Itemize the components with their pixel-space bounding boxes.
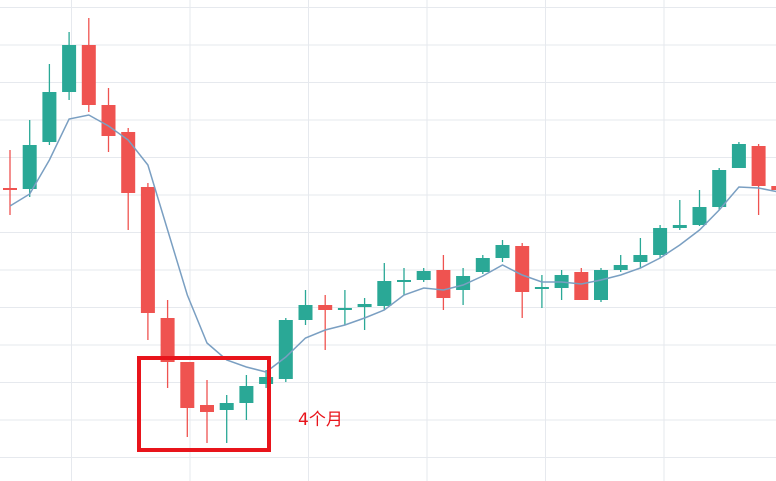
candle-body xyxy=(318,305,333,310)
moving-average-line xyxy=(9,114,776,373)
candle-body xyxy=(259,377,274,384)
candle-body xyxy=(140,187,155,313)
candle-body xyxy=(239,386,254,403)
candle-body xyxy=(751,146,766,186)
candle-body xyxy=(771,186,776,190)
candle-body xyxy=(574,272,589,300)
candle-body xyxy=(475,258,490,272)
candle-body xyxy=(160,318,175,362)
highlight-box xyxy=(137,356,271,452)
candle-body xyxy=(3,188,17,190)
candle-body xyxy=(42,92,57,142)
candle-body xyxy=(121,132,136,193)
candle-body xyxy=(594,270,608,300)
candle-body xyxy=(672,225,687,228)
candle-body xyxy=(337,308,352,310)
candle-body xyxy=(534,287,549,289)
candle-body xyxy=(200,405,214,412)
candle-body xyxy=(436,270,451,298)
candle-body xyxy=(101,105,116,136)
candle-body xyxy=(397,280,411,282)
candle-body xyxy=(278,320,293,379)
candle-body xyxy=(633,255,648,262)
candle-body xyxy=(731,144,746,168)
candle-body xyxy=(377,281,392,306)
candle-body xyxy=(613,265,628,270)
candle-body xyxy=(81,45,96,105)
candle-body xyxy=(298,305,313,320)
candle-body xyxy=(22,145,37,189)
candle-body xyxy=(653,228,668,255)
candle-body xyxy=(357,304,372,307)
candle-body xyxy=(416,271,431,280)
candle-body xyxy=(62,45,77,92)
candle-body xyxy=(219,403,234,410)
candle-body xyxy=(712,170,727,207)
candle-body xyxy=(692,207,707,225)
candle-body xyxy=(515,246,530,292)
candle-body xyxy=(180,362,195,408)
annotation: 4个月 xyxy=(298,410,343,430)
candle-body xyxy=(495,245,510,258)
